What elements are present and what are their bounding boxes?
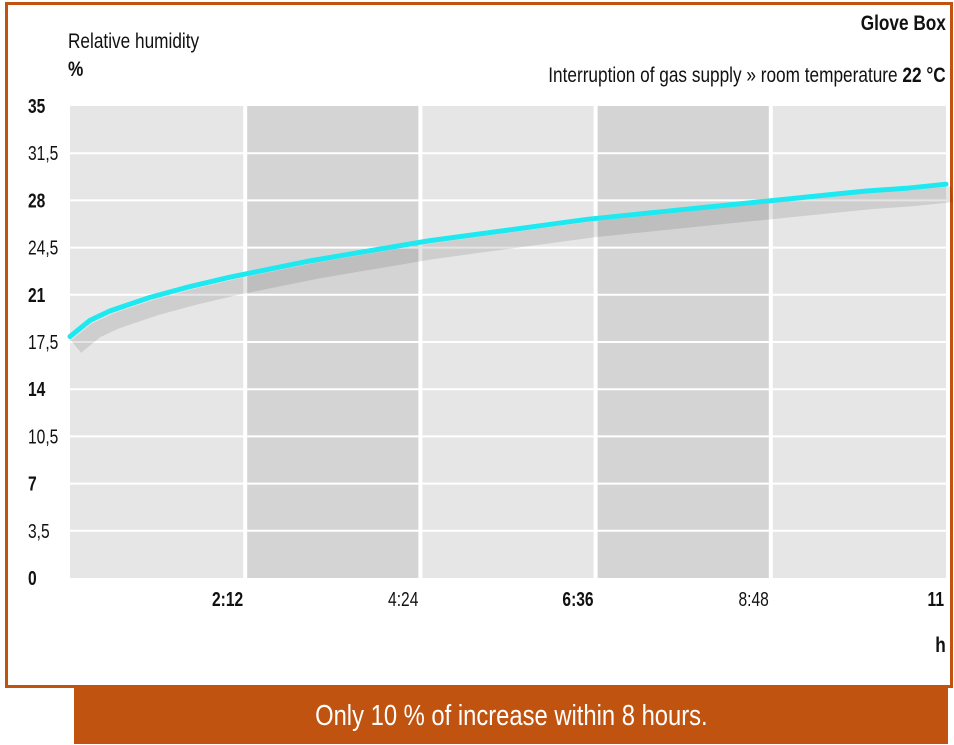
y-axis-unit: % xyxy=(68,58,84,81)
x-tick-label-3: 8:48 xyxy=(738,588,768,610)
x-tick-label-1: 4:24 xyxy=(388,588,418,610)
y-tick-label-4: 14 xyxy=(28,378,45,400)
y-axis-ticks: 0 3,5 7 10,5 14 17,5 21 24,5 28 31,5 35 xyxy=(28,95,58,589)
y-tick-label-2: 7 xyxy=(28,473,37,495)
chart-title: Glove Box xyxy=(860,12,946,35)
y-tick-label-5: 17,5 xyxy=(28,331,58,353)
chart-subtitle: Interruption of gas supply » room temper… xyxy=(549,64,946,88)
y-tick-label-0: 0 xyxy=(28,567,37,589)
y-tick-label-3: 10,5 xyxy=(28,426,58,448)
x-axis-ticks: 2:12 4:24 6:36 8:48 11 xyxy=(212,588,944,610)
series-line-shadow xyxy=(70,186,953,353)
y-tick-label-1: 3,5 xyxy=(28,520,50,542)
summary-text: Only 10 % of increase within 8 hours. xyxy=(314,699,708,732)
y-tick-label-10: 35 xyxy=(28,95,45,117)
series-line-humidity xyxy=(67,181,949,340)
y-tick-label-6: 21 xyxy=(28,284,45,306)
x-tick-label-2: 6:36 xyxy=(562,588,593,610)
y-tick-label-9: 31,5 xyxy=(28,142,58,164)
y-tick-label-8: 28 xyxy=(28,190,45,212)
subtitle-temperature: 22 °C xyxy=(902,64,946,87)
subtitle-text: Interruption of gas supply » room temper… xyxy=(548,64,898,87)
y-axis-label: Relative humidity xyxy=(68,30,200,53)
x-tick-label-4: 11 xyxy=(928,588,945,610)
summary-banner: Only 10 % of increase within 8 hours. xyxy=(74,688,948,744)
x-tick-label-0: 2:12 xyxy=(212,588,243,610)
y-tick-label-7: 24,5 xyxy=(28,237,58,259)
x-axis-unit: h xyxy=(935,634,946,657)
grid-lines xyxy=(70,106,946,578)
